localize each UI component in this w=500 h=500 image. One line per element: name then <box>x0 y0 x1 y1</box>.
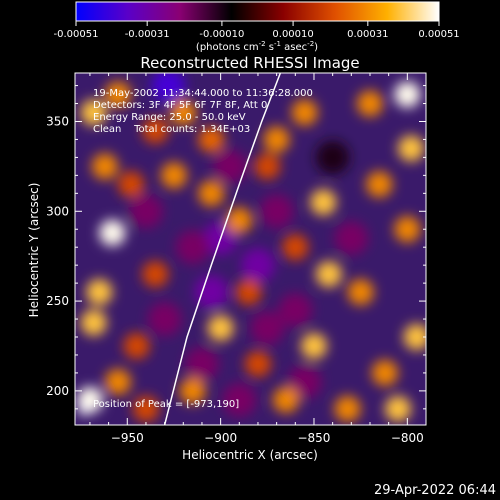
heatmap-hot-spot <box>207 314 234 342</box>
heatmap-hot-spot <box>356 90 384 117</box>
plot-area: −950 −900 −850 −800 200 250 300 350 <box>46 72 427 445</box>
colorbar: -0.00051 -0.00031 -0.00010 0.00010 0.00031 0.… <box>54 1 460 53</box>
annotation-block: 19-May-2002 11:34:44.000 to 11:36:28.000… <box>93 88 313 135</box>
heatmap-cold-spot <box>334 221 369 256</box>
heatmap-hot-spot <box>263 126 290 153</box>
heatmap-hot-spot <box>99 219 126 246</box>
heatmap-hot-spot <box>310 189 337 216</box>
y-tick-label: 350 <box>46 114 69 128</box>
heatmap-cold-spot <box>315 140 350 175</box>
x-axis-label: Heliocentric X (arcsec) <box>182 448 318 462</box>
heatmap-hot-spot <box>198 180 225 207</box>
heatmap-hot-spot <box>86 279 113 306</box>
heatmap-hot-spot <box>142 261 169 288</box>
colorbar-tick-label: 0.00031 <box>347 29 388 40</box>
heatmap-hot-spot <box>91 153 118 180</box>
heatmap-hot-spot <box>334 395 361 422</box>
heatmap-cold-spot <box>147 302 182 336</box>
heatmap-hot-spot <box>384 395 412 422</box>
heatmap-cold-spot <box>259 194 294 229</box>
heatmap-cold-spot <box>194 275 229 309</box>
y-tick-label: 250 <box>46 294 69 308</box>
heatmap-hot-spot <box>198 126 225 153</box>
colorbar-strip <box>75 1 440 22</box>
heatmap-hot-spot <box>235 279 262 306</box>
heatmap-cold-spot <box>151 73 186 103</box>
heatmap-cold-spot <box>175 230 210 265</box>
heatmap-hot-spot <box>80 309 107 336</box>
heatmap-hot-spot <box>117 171 145 198</box>
heatmap-hot-spot <box>282 234 309 261</box>
heatmap-hot-spot <box>123 332 150 360</box>
heatmap-hot-spot <box>170 99 197 126</box>
x-tick-label: −900 <box>204 431 237 445</box>
annotation-detectors: Detectors: 3F 4F 5F 6F 7F 8F, Att 0 <box>93 100 267 111</box>
peak-position-label: Position of Peak = [-973,190] <box>93 399 239 410</box>
heatmap-cold-spot <box>129 194 163 229</box>
chart-title: Reconstructed RHESSI Image <box>140 54 359 72</box>
heatmap-cold-spot <box>250 311 285 345</box>
x-tick-label: −950 <box>111 431 144 445</box>
colorbar-tick-label: 0.00010 <box>272 29 313 40</box>
heatmap-hot-spot <box>371 359 398 386</box>
colorbar-units: (photons cm-2 s-1 asec-2) <box>196 40 318 53</box>
heatmap-hot-spot <box>244 350 272 378</box>
heatmap-layer <box>76 73 426 422</box>
heatmap-hot-spot <box>179 377 206 404</box>
heatmap-cold-spot <box>222 383 257 417</box>
heatmap-hot-spot <box>160 162 188 189</box>
heatmap-hot-spot <box>80 99 107 126</box>
colorbar-tick-label: 0.00051 <box>418 29 459 40</box>
y-tick-label: 200 <box>46 384 69 398</box>
y-tick-label: 300 <box>46 204 69 218</box>
colorbar-tick-label: -0.00051 <box>54 29 99 40</box>
heatmap-hot-spot <box>315 261 342 288</box>
heatmap-hot-spot <box>226 207 253 234</box>
x-tick-label: −800 <box>391 431 424 445</box>
heatmap-hot-spot <box>142 117 169 144</box>
axis-ticks: −950 −900 −850 −800 200 250 300 350 <box>46 73 427 445</box>
heatmap-hot-spot <box>132 395 160 422</box>
footer-timestamp: 29-Apr-2022 06:44 <box>374 483 496 498</box>
heatmap-hot-spot <box>403 323 426 351</box>
heatmap-cold-spot <box>278 293 313 327</box>
colorbar-ticks: -0.00051 -0.00031 -0.00010 0.00010 0.00031 0.… <box>54 21 460 40</box>
heatmap-cold-spot <box>287 365 322 399</box>
annotation-energy: Energy Range: 25.0 - 50.0 keV <box>93 112 246 123</box>
x-tick-label: −850 <box>297 431 330 445</box>
y-axis-label: Heliocentric Y (arcsec) <box>27 183 41 318</box>
colorbar-tick-label: -0.00031 <box>125 29 170 40</box>
heatmap-hot-spot <box>104 81 132 108</box>
plot-frame <box>74 72 427 426</box>
heatmap-hot-spot <box>397 135 425 162</box>
heatmap-hot-spot <box>300 332 328 360</box>
heatmap-hot-spot <box>347 279 374 306</box>
heatmap-hot-spot <box>254 153 281 180</box>
heatmap-hot-spot <box>272 386 300 413</box>
heatmap-hot-spot <box>291 99 318 126</box>
solar-limb-line <box>163 73 282 425</box>
annotation-time: 19-May-2002 11:34:44.000 to 11:36:28.000 <box>93 88 313 99</box>
annotation-clean: Clean Total counts: 1.34E+03 <box>93 124 250 135</box>
heatmap-cold-spot <box>185 347 219 381</box>
colorbar-tick-label: -0.00010 <box>199 29 244 40</box>
heatmap-cold-spot <box>241 248 275 282</box>
heatmap-hot-spot <box>394 81 421 108</box>
heatmap-hot-spot <box>394 216 421 243</box>
heatmap-cold-spot <box>213 149 247 184</box>
heatmap-hot-spot <box>366 171 393 198</box>
heatmap-peak <box>77 402 91 416</box>
heatmap-hot-spot <box>104 368 132 395</box>
